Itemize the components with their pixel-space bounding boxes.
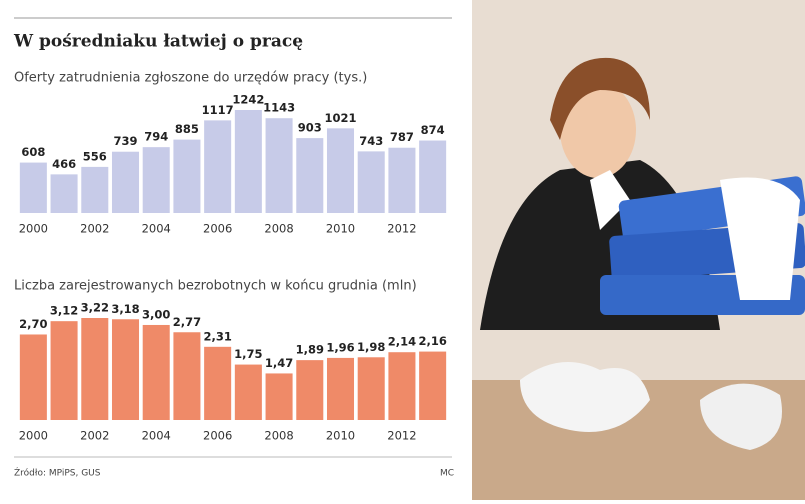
- bar: [265, 118, 293, 213]
- paper-ball: [700, 383, 782, 450]
- bar: [173, 332, 201, 420]
- value-label: 1117: [202, 103, 234, 117]
- value-label: 2,14: [388, 335, 416, 349]
- bar: [296, 360, 324, 420]
- value-label: 794: [144, 130, 168, 144]
- x-tick-label: 2002: [80, 429, 109, 443]
- x-tick-label: 2010: [326, 429, 355, 443]
- x-tick-label: 2006: [203, 222, 232, 236]
- chart-title: Liczba zarejestrowanych bezrobotnych w k…: [14, 279, 417, 294]
- credit: MC: [440, 469, 454, 479]
- bar: [388, 147, 416, 213]
- bar: [326, 128, 355, 213]
- value-label: 2,77: [173, 315, 201, 329]
- source: Źródło: MPiPS, GUS: [14, 467, 101, 479]
- bar: [19, 334, 47, 420]
- value-label: 2,70: [19, 317, 47, 331]
- bar: [204, 120, 232, 213]
- page-title: W pośredniaku łatwiej o pracę: [13, 32, 303, 52]
- bar: [357, 151, 385, 213]
- sleeve: [720, 177, 800, 300]
- bar: [419, 140, 447, 213]
- bar: [111, 319, 140, 420]
- bar: [234, 364, 262, 420]
- value-label: 739: [113, 134, 137, 148]
- x-tick-label: 2008: [264, 429, 293, 443]
- value-label: 1021: [324, 111, 356, 125]
- x-tick-label: 2002: [80, 222, 109, 236]
- bar: [19, 162, 47, 213]
- x-tick-label: 2004: [142, 222, 171, 236]
- bar: [388, 352, 416, 420]
- value-label: 1,89: [296, 343, 324, 357]
- bar: [296, 138, 324, 213]
- bar: [234, 110, 262, 213]
- value-label: 3,00: [142, 307, 170, 321]
- value-label: 2,16: [418, 334, 446, 348]
- bar: [173, 139, 201, 213]
- paper-ball: [520, 362, 650, 432]
- bar: [81, 318, 109, 420]
- chart-title: Oferty zatrudnienia zgłoszone do urzędów…: [14, 71, 367, 86]
- value-label: 1,96: [326, 340, 354, 354]
- value-label: 1,98: [357, 340, 385, 354]
- bar: [81, 166, 109, 213]
- bar: [142, 147, 170, 213]
- x-tick-label: 2006: [203, 429, 232, 443]
- value-label: 903: [298, 121, 322, 135]
- value-label: 1,75: [234, 347, 262, 361]
- hair: [550, 57, 650, 140]
- bar: [142, 324, 170, 420]
- x-tick-label: 2004: [142, 429, 171, 443]
- x-tick-label: 2000: [19, 222, 48, 236]
- bar: [419, 351, 447, 420]
- bar: [50, 321, 78, 420]
- value-label: 743: [359, 134, 383, 148]
- collar: [590, 170, 630, 230]
- bar: [204, 346, 232, 420]
- value-label: 1,47: [265, 356, 293, 370]
- value-label: 787: [390, 130, 414, 144]
- bar: [50, 174, 78, 213]
- value-label: 1143: [263, 101, 295, 115]
- x-tick-label: 2008: [264, 222, 293, 236]
- value-label: 885: [175, 122, 199, 136]
- value-label: 3,18: [111, 302, 139, 316]
- value-label: 1242: [232, 93, 264, 107]
- x-tick-label: 2000: [19, 429, 48, 443]
- bar: [265, 373, 293, 420]
- bar: [326, 357, 355, 420]
- bar: [357, 357, 385, 420]
- value-label: 3,12: [50, 304, 78, 318]
- value-label: 608: [21, 145, 45, 159]
- x-tick-label: 2012: [387, 429, 416, 443]
- value-label: 556: [83, 149, 107, 163]
- x-tick-label: 2010: [326, 222, 355, 236]
- value-label: 466: [52, 157, 76, 171]
- bar: [111, 151, 140, 213]
- value-label: 874: [421, 123, 445, 137]
- x-tick-label: 2012: [387, 222, 416, 236]
- face: [560, 82, 636, 178]
- value-label: 3,22: [81, 301, 109, 315]
- value-label: 2,31: [203, 329, 231, 343]
- photo: [472, 0, 805, 500]
